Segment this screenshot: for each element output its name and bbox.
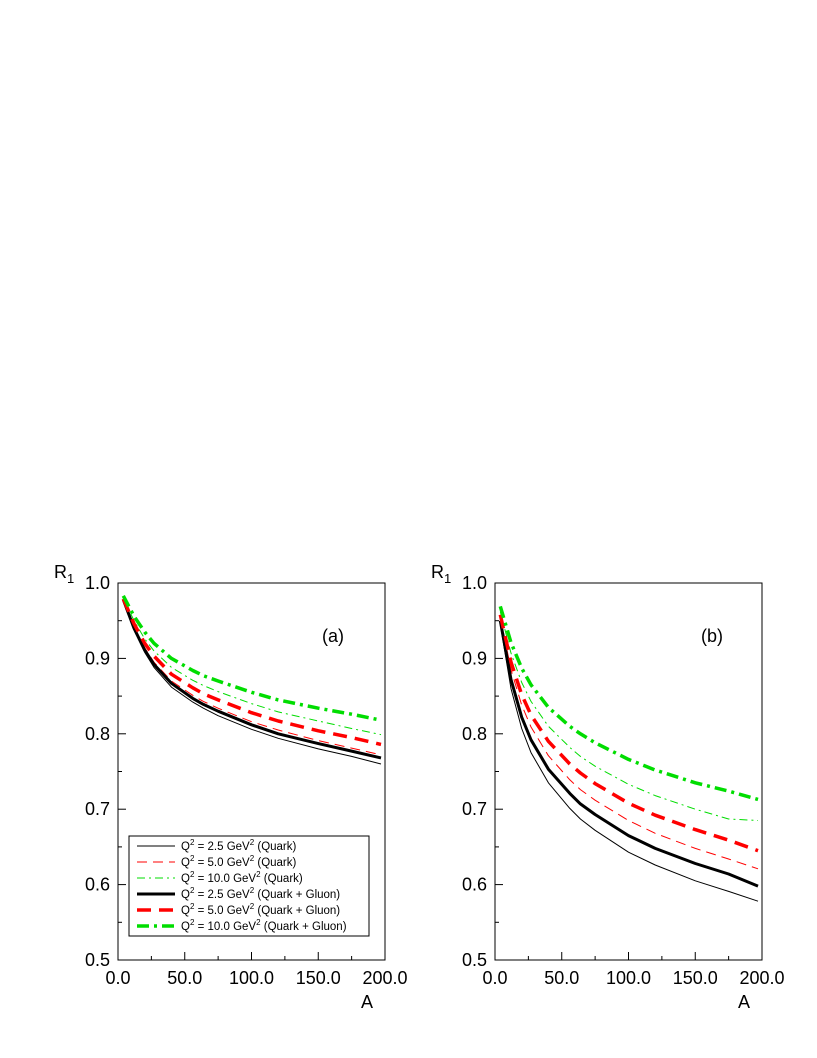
series-line-2 — [122, 599, 382, 756]
panel-label: (a) — [322, 626, 344, 646]
y-tick-label: 0.8 — [462, 724, 487, 744]
series-line-6 — [121, 594, 382, 722]
x-tick-label: 150.0 — [296, 968, 341, 988]
y-tick-label: 0.9 — [462, 648, 487, 668]
y-axis-title: R1 — [54, 562, 74, 586]
y-tick-label: 0.6 — [85, 875, 110, 895]
series-line-4 — [498, 620, 759, 888]
legend-entry: Q2 = 2.5 GeV2 (Quark + Gluon) — [181, 886, 340, 901]
series-line-6 — [498, 605, 759, 802]
legend-entry: Q2 = 2.5 GeV2 (Quark) — [181, 838, 297, 853]
x-tick-label: 0.0 — [105, 968, 130, 988]
series-line-4 — [121, 599, 382, 760]
series-line-1 — [122, 600, 382, 765]
y-tick-label: 0.5 — [85, 950, 110, 970]
series-line-5 — [121, 598, 382, 747]
y-axis-title: R1 — [431, 562, 451, 586]
x-axis-title: A — [361, 992, 373, 1012]
x-tick-label: 50.0 — [544, 968, 579, 988]
x-tick-label: 50.0 — [167, 968, 202, 988]
legend-entry: Q2 = 10.0 GeV2 (Quark) — [181, 870, 303, 885]
series-line-2 — [499, 616, 759, 870]
legend-entry: Q2 = 5.0 GeV2 (Quark + Gluon) — [181, 902, 340, 917]
legend-entry: Q2 = 10.0 GeV2 (Quark + Gluon) — [181, 918, 347, 933]
y-tick-label: 0.7 — [462, 799, 487, 819]
legend-entry: Q2 = 5.0 GeV2 (Quark) — [181, 854, 297, 869]
y-tick-label: 1.0 — [462, 573, 487, 593]
x-tick-label: 150.0 — [673, 968, 718, 988]
series-line-1 — [499, 624, 759, 902]
series-line-3 — [499, 611, 759, 821]
panel-a: 0.0 50.0 100.0 150.0 200.0 0.5 0.6 0.7 0.8 0.9 1.0… — [54, 562, 408, 1012]
y-tick-label: 0.8 — [85, 724, 110, 744]
x-tick-label: 100.0 — [606, 968, 651, 988]
legend-box — [128, 835, 370, 937]
x-tick-label: 100.0 — [229, 968, 274, 988]
y-tick-label: 0.9 — [85, 648, 110, 668]
x-tick-label: 200.0 — [739, 968, 784, 988]
panel-b: 0.0 50.0 100.0 150.0 200.0 0.5 0.6 0.7 0.8 0.9 1.0… — [431, 562, 785, 1012]
panel-label: (b) — [701, 626, 723, 646]
x-axis-title: A — [738, 992, 750, 1012]
y-tick-label: 0.7 — [85, 799, 110, 819]
y-tick-label: 0.6 — [462, 875, 487, 895]
x-tick-label: 0.0 — [482, 968, 507, 988]
y-tick-label: 1.0 — [85, 573, 110, 593]
series-line-5 — [498, 614, 759, 853]
y-tick-label: 0.5 — [462, 950, 487, 970]
x-tick-label: 200.0 — [362, 968, 407, 988]
